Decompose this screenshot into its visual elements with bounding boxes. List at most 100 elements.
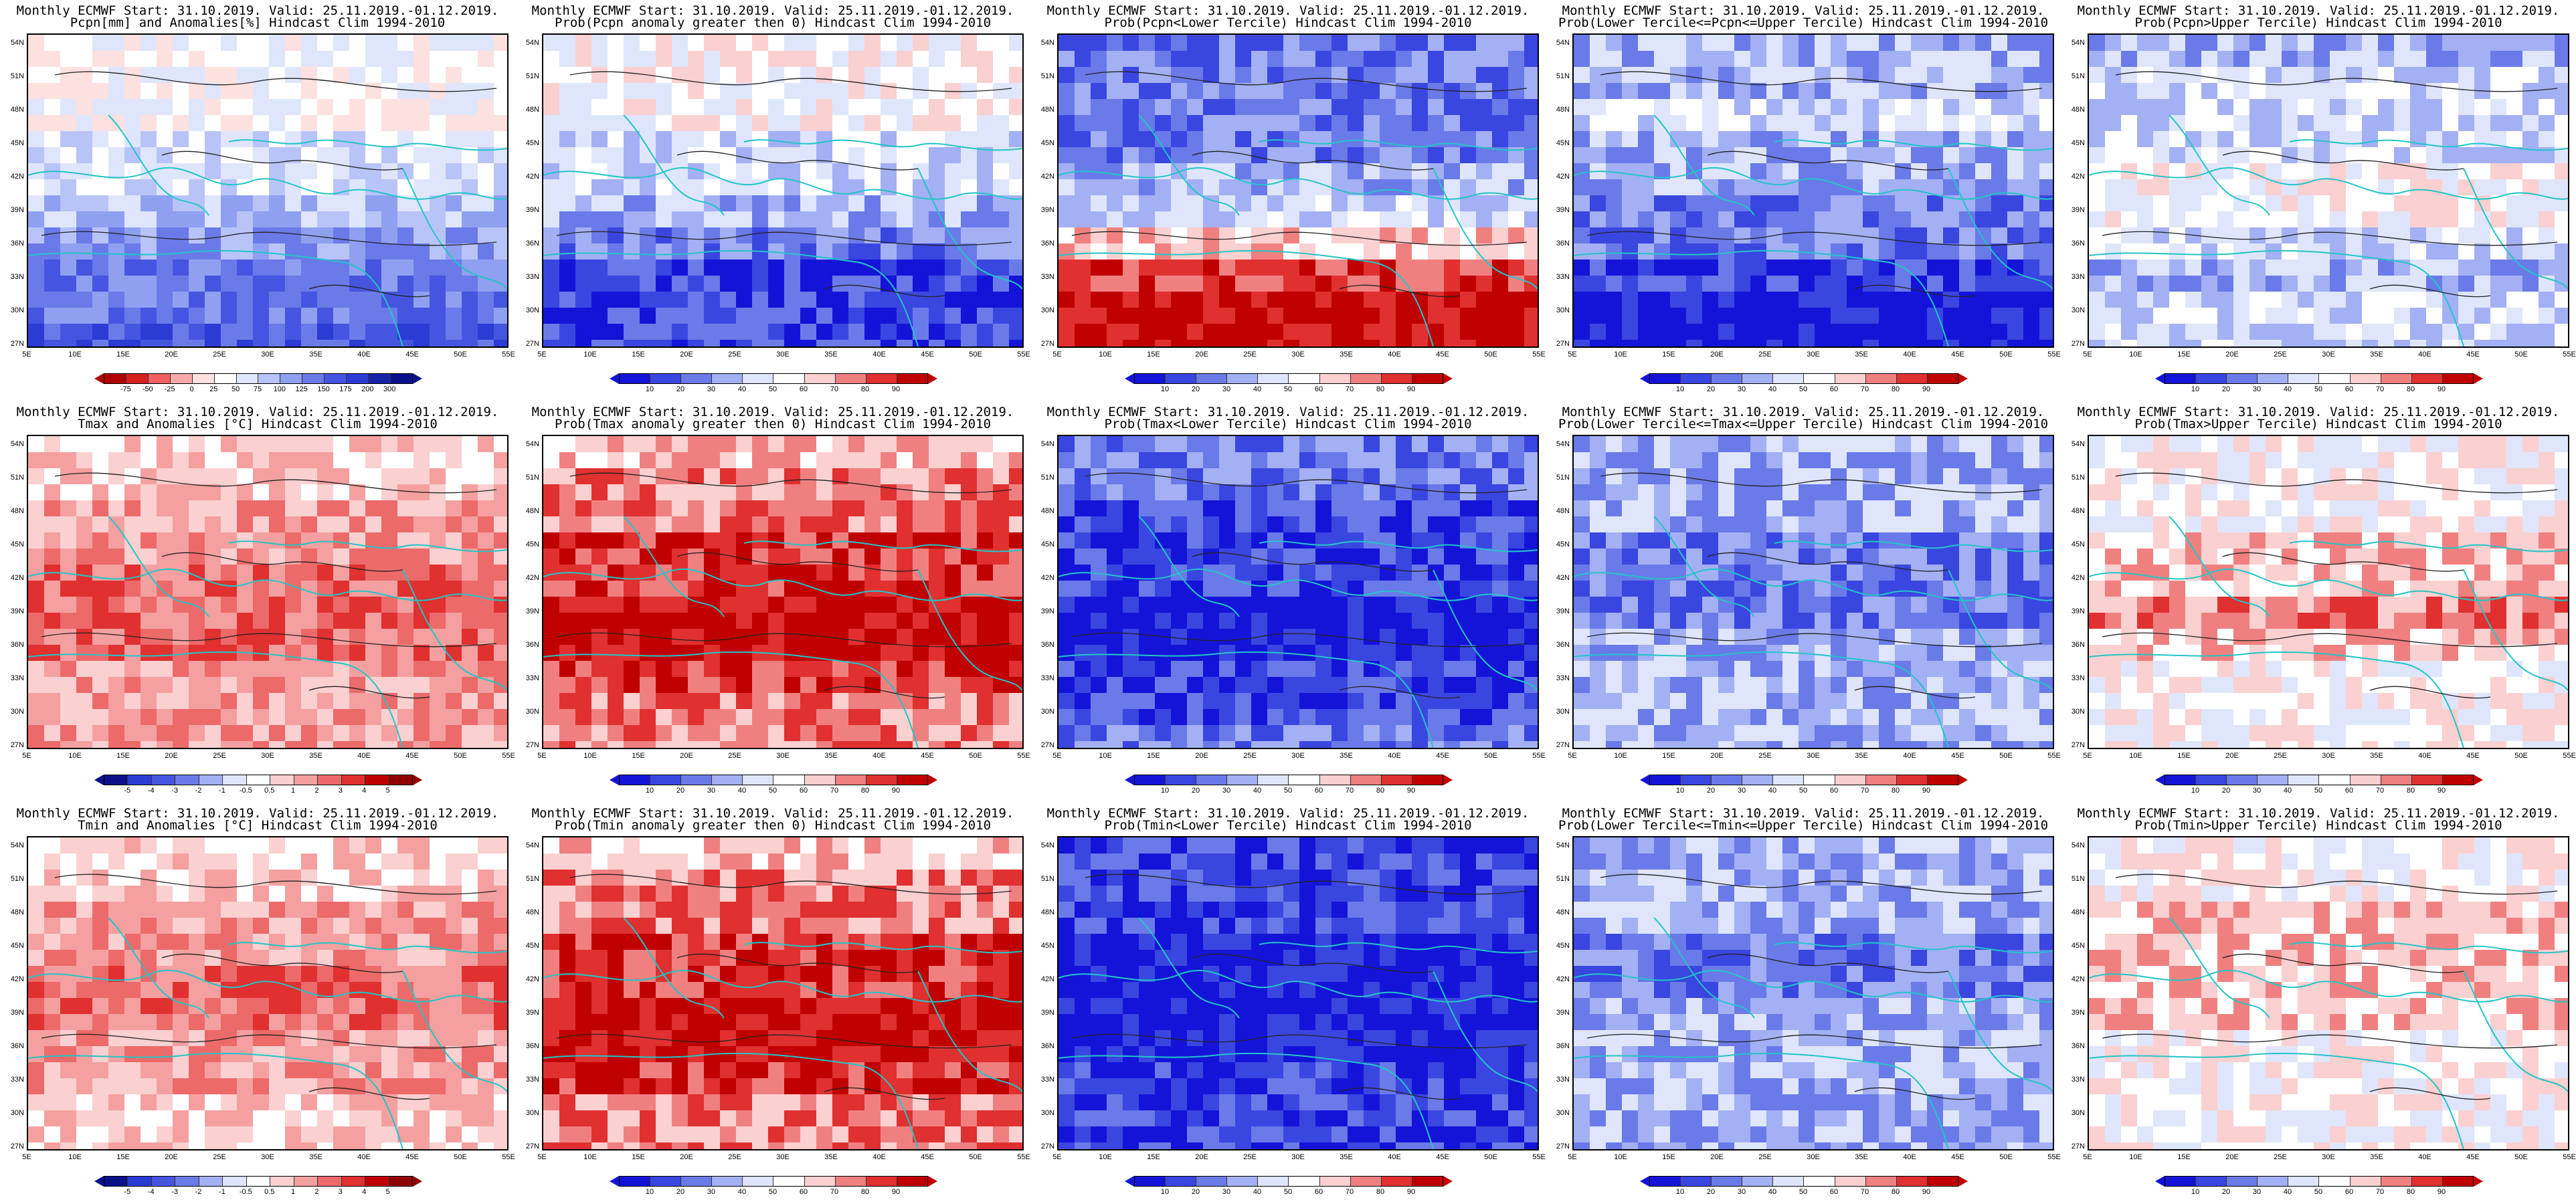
- field-cell: [656, 516, 672, 533]
- field-cell: [704, 99, 721, 116]
- field-cell: [1203, 115, 1220, 132]
- field-cell: [349, 581, 366, 597]
- field-cell: [462, 565, 478, 581]
- field-cell: [832, 83, 849, 100]
- field-cell: [2201, 179, 2218, 196]
- field-cell: [237, 484, 254, 501]
- field-cell: [832, 565, 849, 581]
- field-cell: [591, 741, 608, 748]
- field-cell: [913, 468, 929, 485]
- field-cell: [108, 195, 125, 212]
- field-cell: [381, 83, 398, 100]
- field-cell: [2137, 243, 2154, 260]
- field-cell: [446, 51, 462, 68]
- field-cell: [2233, 147, 2250, 164]
- field-cell: [2249, 179, 2266, 196]
- field-cell: [413, 725, 430, 742]
- field-cell: [157, 83, 173, 100]
- field-cell: [1171, 243, 1188, 260]
- colorbar-max-triangle: [413, 373, 422, 384]
- field-cell: [961, 500, 978, 517]
- field-cell: [76, 115, 93, 132]
- coastline: [228, 139, 507, 151]
- field-cell: [2394, 276, 2411, 292]
- field-cell: [1524, 597, 1538, 613]
- field-cell: [205, 324, 221, 340]
- field-cell: [1380, 243, 1396, 260]
- field-cell: [1750, 35, 1767, 52]
- field-cell: [929, 500, 945, 517]
- field-cell: [1815, 35, 1831, 52]
- field-cell: [76, 83, 93, 100]
- field-cell: [108, 741, 125, 748]
- longitude-label: 45E: [2466, 350, 2480, 359]
- field-cell: [1444, 292, 1461, 308]
- field-cell: [543, 597, 560, 613]
- field-cell: [656, 677, 672, 694]
- field-cell: [301, 115, 318, 132]
- field-cell: [1331, 211, 1348, 228]
- field-cell: [1009, 741, 1022, 748]
- field-cell: [752, 741, 769, 748]
- field-cell: [688, 51, 705, 68]
- field-cell: [381, 163, 398, 180]
- field-cell: [1171, 147, 1188, 164]
- field-cell: [608, 99, 624, 116]
- longitude-label: 5E: [2083, 350, 2092, 359]
- field-cell: [76, 51, 93, 68]
- field-cell: [2153, 324, 2170, 340]
- field-cell: [1412, 613, 1429, 629]
- field-cell: [591, 532, 608, 549]
- latitude-label: 42N: [525, 173, 539, 181]
- field-cell: [2442, 67, 2459, 84]
- field-cell: [1203, 484, 1220, 501]
- field-cell: [237, 324, 254, 340]
- field-cell: [1750, 163, 1767, 180]
- field-cell: [848, 227, 865, 244]
- field-cell: [157, 677, 173, 694]
- field-cell: [624, 195, 640, 212]
- field-cell: [2394, 292, 2411, 308]
- field-cell: [575, 324, 592, 340]
- field-cell: [1412, 147, 1429, 164]
- field-cell: [108, 693, 125, 710]
- field-cell: [1155, 516, 1172, 533]
- colorbar-tick-label: 40: [2283, 385, 2292, 393]
- field-cell: [640, 452, 656, 469]
- field-cell: [704, 661, 721, 678]
- field-cell: [1460, 35, 1477, 52]
- field-cell: [591, 500, 608, 517]
- field-cell: [1187, 436, 1204, 453]
- panel-title-line2: Prob(Pcpn anomaly greater then 0) Hindca…: [554, 15, 992, 30]
- field-cell: [2169, 260, 2186, 276]
- field-cell: [1831, 83, 1847, 100]
- field-cell: [381, 677, 398, 694]
- field-cell: [157, 436, 173, 453]
- field-cell: [1364, 51, 1380, 68]
- field-cell: [591, 211, 608, 228]
- field-cell: [800, 741, 817, 748]
- field-cell: [2121, 243, 2138, 260]
- field-cell: [1283, 163, 1300, 180]
- field-cell: [2555, 243, 2568, 260]
- field-cell: [656, 548, 672, 565]
- field-cell: [1251, 324, 1268, 340]
- field-cell: [929, 35, 945, 52]
- field-cell: [221, 35, 238, 52]
- field-cell: [2314, 163, 2330, 180]
- field-cell: [2233, 292, 2250, 308]
- field-cell: [2346, 179, 2363, 196]
- field-cell: [2346, 227, 2363, 244]
- field-cell: [720, 51, 737, 68]
- field-cell: [1991, 227, 2008, 244]
- latitude-label: 51N: [525, 72, 539, 80]
- field-cell: [2522, 211, 2539, 228]
- field-cell: [317, 548, 334, 565]
- field-cell: [543, 500, 560, 517]
- field-cell: [462, 516, 478, 533]
- field-cell: [1943, 67, 1960, 84]
- field-cell: [2185, 99, 2202, 116]
- field-cell: [1670, 324, 1687, 340]
- field-cell: [205, 452, 221, 469]
- field-cell: [108, 131, 125, 148]
